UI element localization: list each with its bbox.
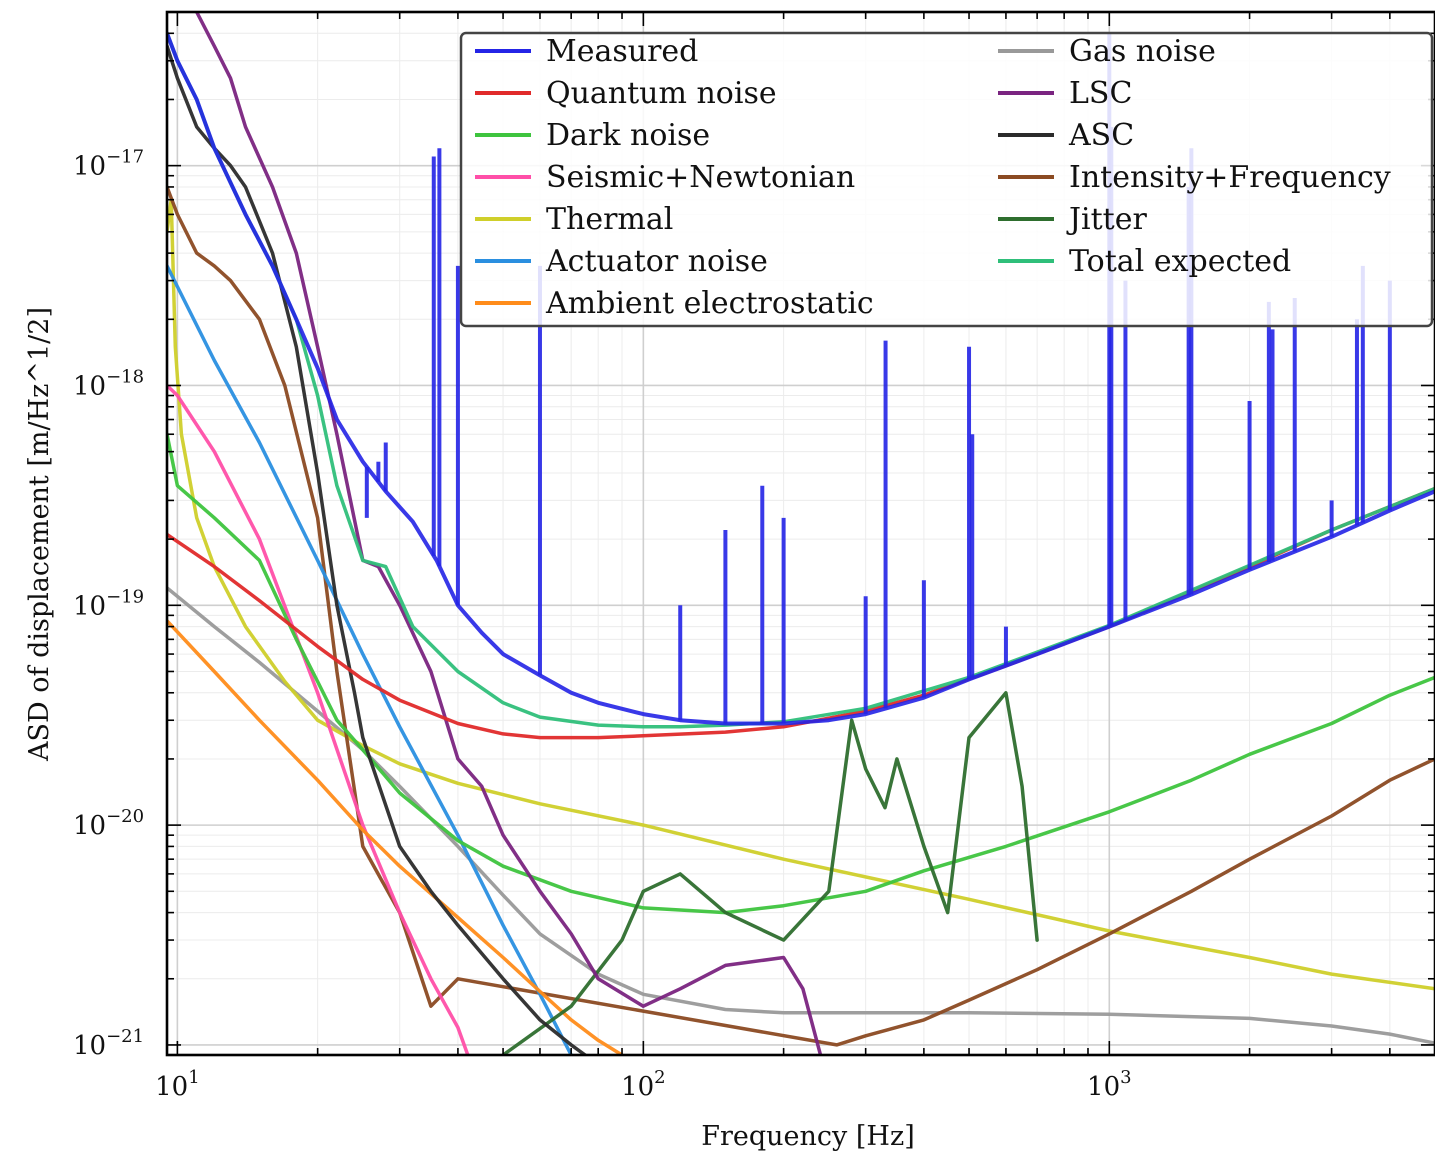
legend-label: LSC [1069,76,1132,111]
series-ambient-electrostatic [167,619,624,1055]
series-intensity-frequency [167,185,1435,1047]
x-axis-label: Frequency [Hz] [701,1121,914,1152]
legend-label: Jitter [1066,202,1147,237]
legend-label: Intensity+Frequency [1069,160,1391,195]
legend-label: Seismic+Newtonian [546,160,855,195]
legend-label: Gas noise [1069,34,1216,69]
y-tick-labels: 10−21 10−20 10−19 10−18 10−17 [73,147,144,1061]
legend-label: ASC [1068,118,1134,153]
y-axis-label: ASD of displacement [m/Hz^1/2] [24,307,55,762]
legend-label: Dark noise [546,118,710,153]
legend-label: Ambient electrostatic [545,286,874,321]
axis-ticks [167,12,1435,1056]
x-tick-label: 103 [1087,1067,1132,1102]
y-tick-label: 10−17 [73,147,144,182]
legend-label: Thermal [546,202,673,237]
legend-label: Quantum noise [546,76,777,111]
plot-frame [165,10,1435,1057]
series-lsc [194,12,823,1055]
y-tick-label: 10−18 [73,366,144,401]
x-tick-label: 102 [621,1067,666,1102]
x-tick-labels: 101 102 103 [155,1067,1131,1102]
legend-box [459,31,1434,328]
series-jitter [501,691,1039,1055]
series-thermal [167,197,1435,991]
y-tick-label: 10−21 [73,1026,144,1061]
series-layer [167,12,1435,1055]
y-tick-label: 10−20 [73,806,144,841]
series-measured [167,31,1435,726]
legend-label: Actuator noise [545,244,768,279]
legend-label: Measured [546,34,698,69]
y-tick-label: 10−19 [73,586,144,621]
x-tick-label: 101 [155,1067,200,1102]
legend-label: Total expected [1069,244,1291,279]
series-seismic-newtonian [167,383,470,1055]
legend: Measured Quantum noise Dark noise Seismic+N… [459,31,1434,328]
